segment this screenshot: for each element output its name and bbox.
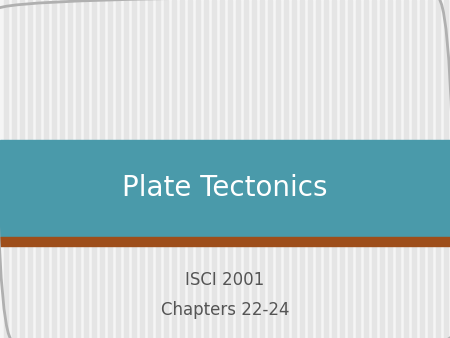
Bar	[100, 0, 104, 338]
Bar	[268, 0, 272, 338]
Bar	[108, 0, 112, 338]
Bar	[300, 0, 304, 338]
Bar	[332, 0, 336, 338]
Text: Plate Tectonics: Plate Tectonics	[122, 174, 328, 202]
Bar	[260, 0, 264, 338]
Bar	[84, 0, 88, 338]
Bar	[60, 0, 64, 338]
Text: ISCI 2001: ISCI 2001	[185, 271, 265, 289]
Bar	[132, 0, 136, 338]
Bar	[292, 0, 296, 338]
Bar	[220, 0, 224, 338]
Bar	[196, 0, 200, 338]
Bar	[420, 0, 424, 338]
Bar	[68, 0, 72, 338]
Bar	[116, 0, 120, 338]
Bar	[276, 0, 280, 338]
Bar	[380, 0, 384, 338]
Bar	[52, 0, 56, 338]
Bar	[428, 0, 432, 338]
Bar	[36, 0, 40, 338]
Bar	[156, 0, 160, 338]
Bar	[0, 140, 450, 237]
Bar	[364, 0, 368, 338]
Bar	[12, 0, 16, 338]
Bar	[236, 0, 240, 338]
Bar	[228, 0, 232, 338]
Bar	[148, 0, 152, 338]
Bar	[28, 0, 32, 338]
Bar	[76, 0, 80, 338]
Text: Chapters 22-24: Chapters 22-24	[161, 301, 289, 319]
Bar	[348, 0, 352, 338]
Bar	[412, 0, 416, 338]
Bar	[140, 0, 144, 338]
Bar	[340, 0, 344, 338]
Bar	[164, 0, 168, 338]
Bar	[372, 0, 376, 338]
Bar	[388, 0, 392, 338]
Bar	[44, 0, 48, 338]
Bar	[444, 0, 448, 338]
Bar	[204, 0, 208, 338]
Bar	[356, 0, 360, 338]
Bar	[0, 237, 450, 246]
Bar	[124, 0, 128, 338]
Bar	[92, 0, 96, 338]
Bar	[396, 0, 400, 338]
Bar	[188, 0, 192, 338]
Bar	[324, 0, 328, 338]
Bar	[20, 0, 24, 338]
Bar	[252, 0, 256, 338]
Bar	[212, 0, 216, 338]
Bar	[180, 0, 184, 338]
Bar	[436, 0, 440, 338]
Bar	[172, 0, 176, 338]
Bar	[404, 0, 408, 338]
Bar	[4, 0, 8, 338]
Bar	[284, 0, 288, 338]
Bar	[244, 0, 248, 338]
Bar	[316, 0, 320, 338]
Bar	[308, 0, 312, 338]
